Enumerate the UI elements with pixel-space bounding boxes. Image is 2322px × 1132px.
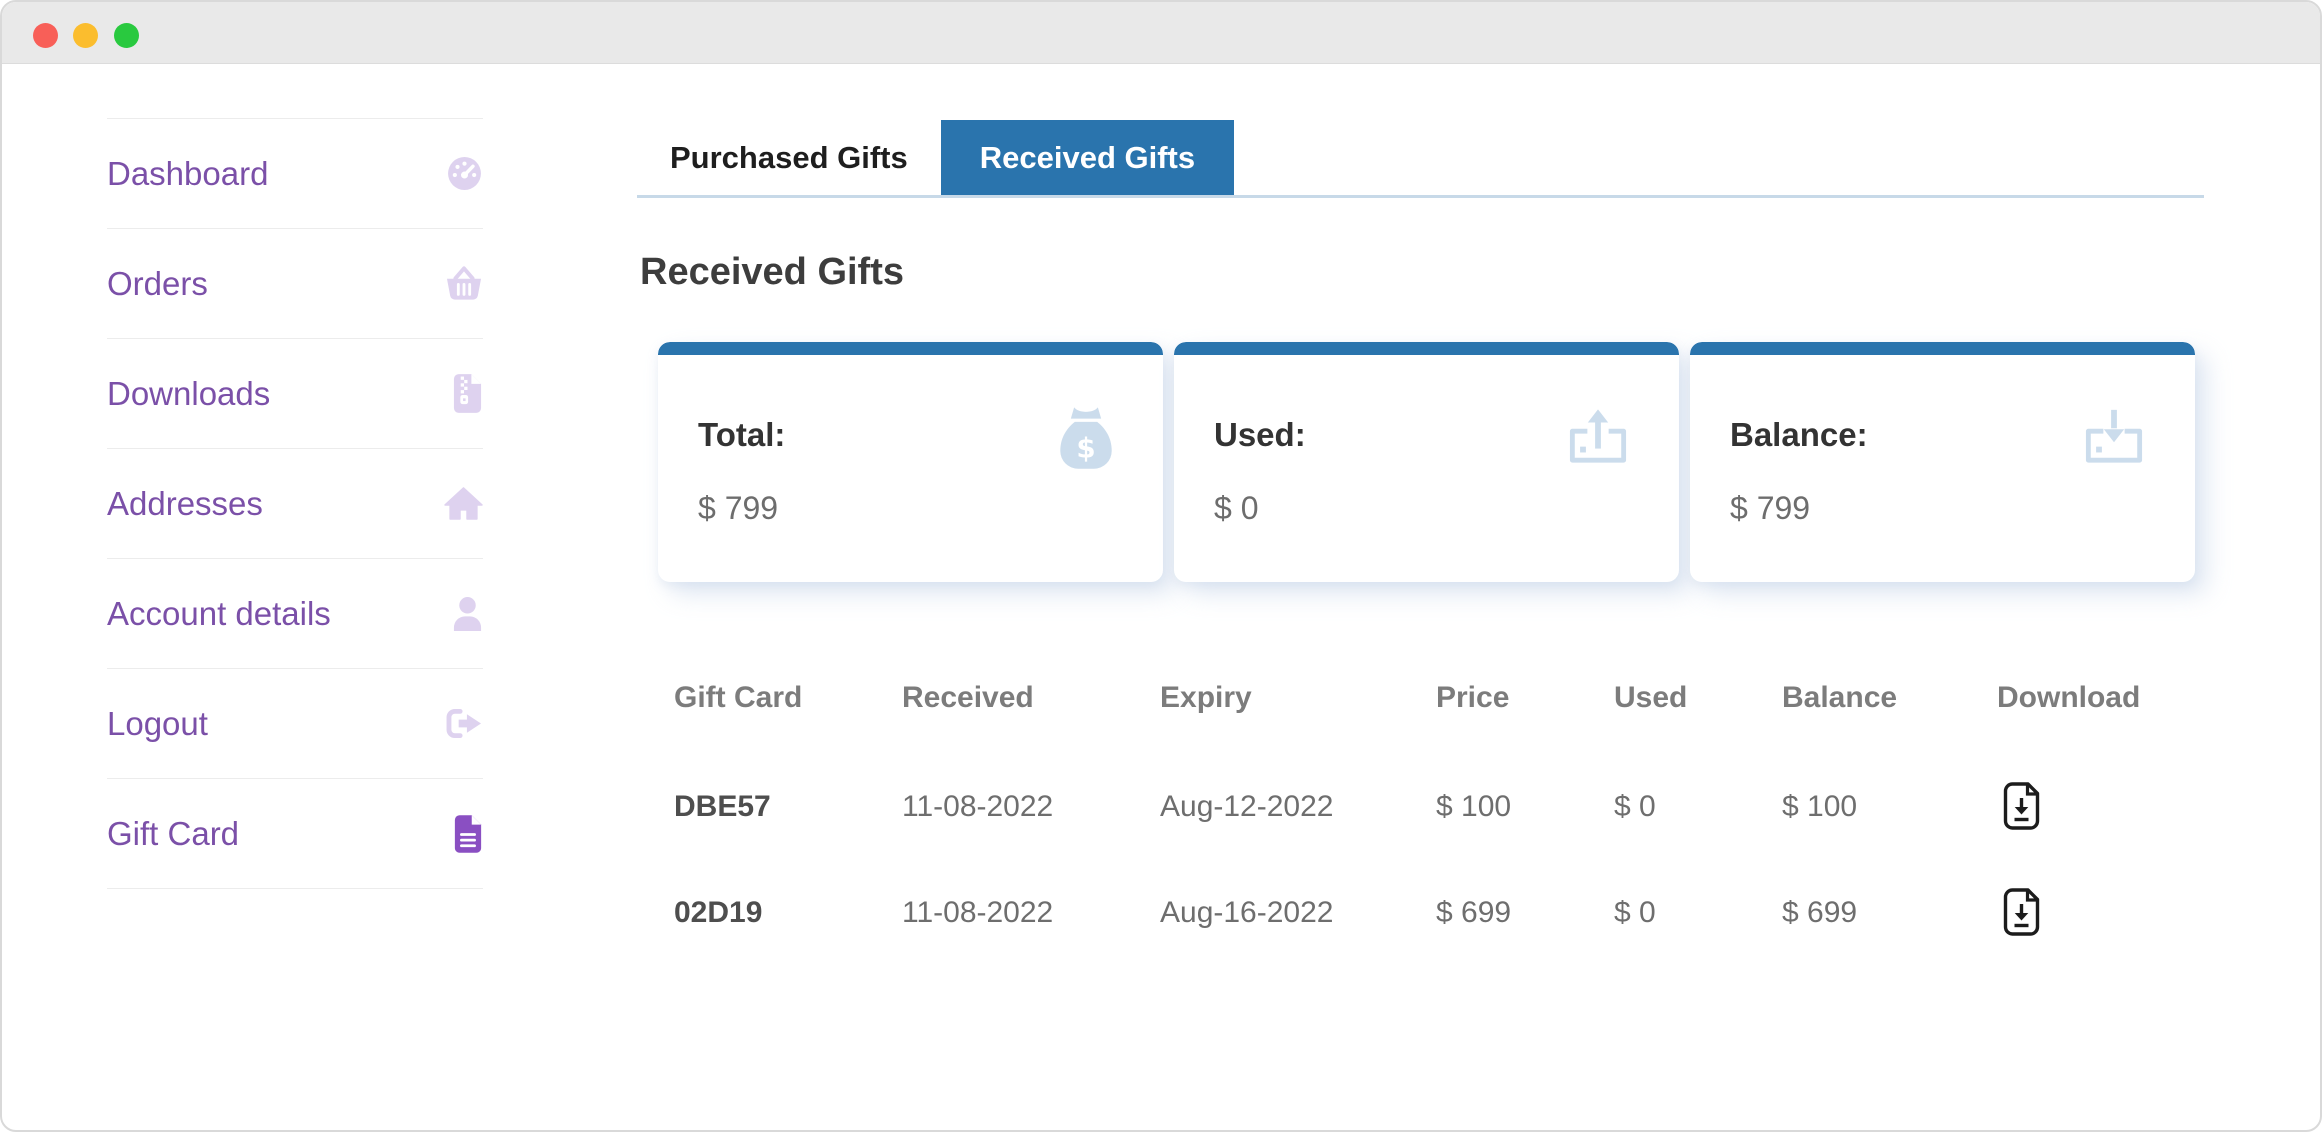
box-arrow-down-icon [2081, 406, 2147, 471]
stat-card-total: Total: $ 799 $ [658, 342, 1163, 582]
tab-purchased-gifts[interactable]: Purchased Gifts [670, 139, 908, 175]
dashboard-gauge-icon [446, 155, 483, 192]
stat-card-used: Used: $ 0 [1174, 342, 1679, 582]
tab-received-gifts[interactable]: Received Gifts [940, 120, 1235, 195]
home-icon [444, 486, 483, 521]
stat-card-balance: Balance: $ 799 [1690, 342, 2195, 582]
sidebar-item-orders[interactable]: Orders [107, 229, 483, 339]
column-header-download: Download [1997, 681, 2141, 714]
page-title: Received Gifts [640, 251, 904, 293]
sidebar-item-label: Dashboard [107, 154, 269, 192]
money-bag-icon: $ [1057, 406, 1115, 485]
user-icon [452, 596, 483, 631]
close-window-button[interactable] [33, 23, 58, 48]
cell-gift-card-code: 02D19 [674, 896, 763, 929]
cell-received-date: 11-08-2022 [902, 896, 1054, 929]
download-file-icon [2001, 887, 2042, 939]
cell-used: $ 0 [1614, 790, 1656, 823]
window-titlebar [2, 2, 2320, 64]
received-gifts-table: Gift Card Received Expiry Price Used Bal… [674, 642, 2227, 966]
account-nav: Dashboard Orders Downloads Addresses Acc… [107, 118, 483, 889]
shopping-basket-icon [445, 266, 483, 301]
cell-received-date: 11-08-2022 [902, 790, 1054, 823]
column-header-balance: Balance [1782, 681, 1898, 714]
cell-used: $ 0 [1614, 896, 1656, 929]
zoom-window-button[interactable] [114, 23, 139, 48]
column-header-price: Price [1436, 681, 1510, 714]
column-header-gift-card: Gift Card [674, 681, 803, 714]
stat-label: Total: [698, 416, 786, 453]
gift-card-tabs: Purchased Gifts Received Gifts [637, 120, 2204, 198]
stat-label: Used: [1214, 416, 1306, 453]
card-accent-bar [1690, 342, 2195, 355]
sidebar-item-dashboard[interactable]: Dashboard [107, 119, 483, 229]
zip-file-icon [452, 374, 483, 413]
sidebar-item-label: Account details [107, 594, 331, 632]
column-header-used: Used [1614, 681, 1688, 714]
cell-expiry-date: Aug-16-2022 [1160, 896, 1334, 929]
download-gift-card-button[interactable] [2001, 781, 2042, 833]
cell-price: $ 699 [1436, 896, 1512, 929]
cell-expiry-date: Aug-12-2022 [1160, 790, 1334, 823]
column-header-received: Received [902, 681, 1034, 714]
stat-value: $ 799 [1730, 490, 1811, 526]
download-gift-card-button[interactable] [2001, 887, 2042, 939]
column-header-expiry: Expiry [1160, 681, 1252, 714]
sidebar-item-label: Addresses [107, 484, 263, 522]
sign-out-icon [446, 707, 483, 740]
stat-value: $ 799 [698, 490, 779, 526]
sidebar-item-logout[interactable]: Logout [107, 669, 483, 779]
sidebar-item-label: Downloads [107, 374, 271, 412]
svg-text:$: $ [1076, 432, 1095, 465]
sidebar-item-label: Gift Card [107, 814, 240, 852]
minimize-window-button[interactable] [73, 23, 98, 48]
document-icon [453, 814, 483, 853]
sidebar-item-gift-card[interactable]: Gift Card [107, 779, 483, 889]
sidebar-item-addresses[interactable]: Addresses [107, 449, 483, 559]
cell-balance: $ 699 [1782, 896, 1858, 929]
download-file-icon [2001, 781, 2042, 833]
box-arrow-up-icon [1565, 406, 1631, 471]
cell-balance: $ 100 [1782, 790, 1858, 823]
card-accent-bar [1174, 342, 1679, 355]
sidebar-item-account-details[interactable]: Account details [107, 559, 483, 669]
gift-card-stats: Total: $ 799 $ Used: $ 0 Balance: $ 799 [658, 342, 2195, 582]
sidebar-item-label: Orders [107, 264, 208, 302]
cell-price: $ 100 [1436, 790, 1512, 823]
cell-gift-card-code: DBE57 [674, 790, 771, 823]
sidebar-item-downloads[interactable]: Downloads [107, 339, 483, 449]
card-accent-bar [658, 342, 1163, 355]
stat-label: Balance: [1730, 416, 1868, 453]
stat-value: $ 0 [1214, 490, 1259, 526]
sidebar-item-label: Logout [107, 704, 208, 742]
